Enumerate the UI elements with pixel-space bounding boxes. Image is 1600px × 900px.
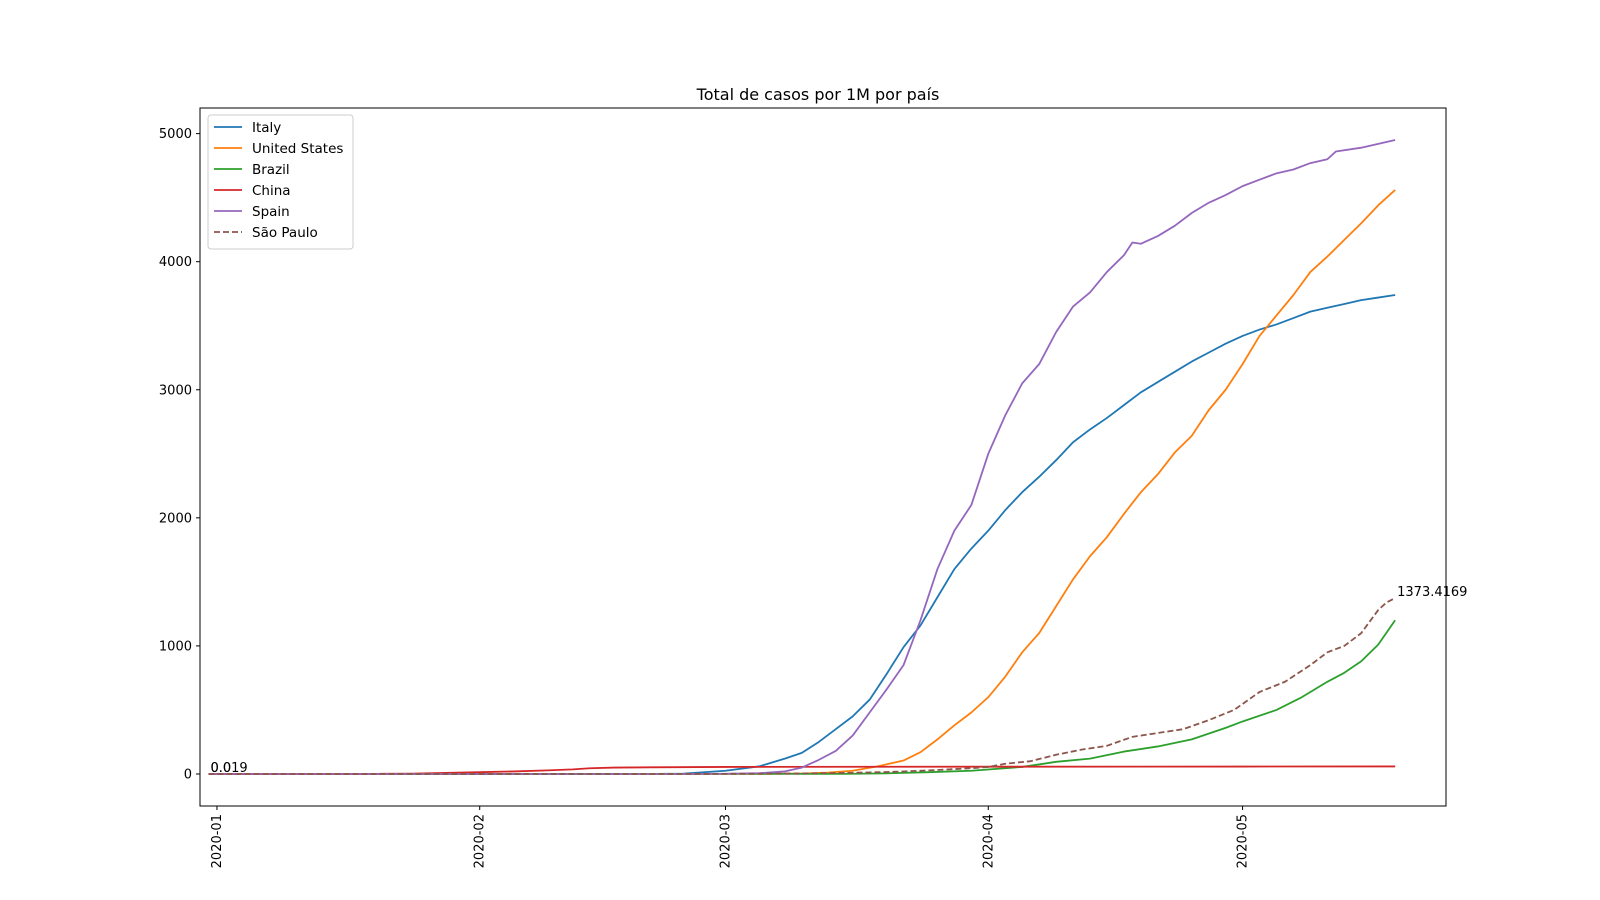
x-axis: 2020-01 2020-02 2020-03 2020-04 2020-05 [210, 806, 1251, 868]
x-tick-label: 2020-01 [210, 814, 225, 868]
data-annotation: 1373.4169 [1397, 585, 1467, 600]
y-tick-label: 4000 [159, 255, 192, 270]
x-tick-label: 2020-05 [1236, 814, 1251, 868]
annotations: 0.00.019 1373.4169 [210, 585, 1467, 776]
y-tick-label: 1000 [159, 639, 192, 654]
x-tick-label: 2020-02 [473, 814, 488, 868]
legend-label-sao-paulo: São Paulo [252, 225, 318, 241]
chart-title: Total de casos por 1M por país [696, 85, 940, 104]
series-line-italy [208, 294, 1396, 775]
data-annotation: 0.0 [210, 761, 231, 776]
series-line-spain [208, 139, 1396, 775]
legend-label-china: China [252, 183, 291, 199]
series-line-sao-paulo [208, 597, 1396, 775]
data-annotation: 0.019 [210, 761, 247, 776]
legend-label-italy: Italy [252, 120, 281, 136]
series-line-brazil [208, 619, 1396, 775]
plot-area [199, 107, 1447, 807]
y-axis: 0 1000 2000 3000 4000 5000 [159, 127, 200, 782]
x-tick-label: 2020-03 [719, 814, 734, 868]
y-tick-label: 3000 [159, 383, 192, 398]
legend-label-spain: Spain [252, 204, 290, 220]
legend-label-brazil: Brazil [252, 162, 290, 178]
y-tick-label: 5000 [159, 127, 192, 142]
series-line-united-states [208, 189, 1396, 775]
series-layer [208, 139, 1396, 775]
x-tick-label: 2020-04 [981, 814, 996, 868]
y-tick-label: 0 [184, 767, 192, 782]
legend-label-united-states: United States [252, 141, 343, 157]
y-tick-label: 2000 [159, 511, 192, 526]
legend: Italy United States Brazil China Spain São Pa… [207, 114, 354, 250]
legend-box [207, 114, 354, 250]
